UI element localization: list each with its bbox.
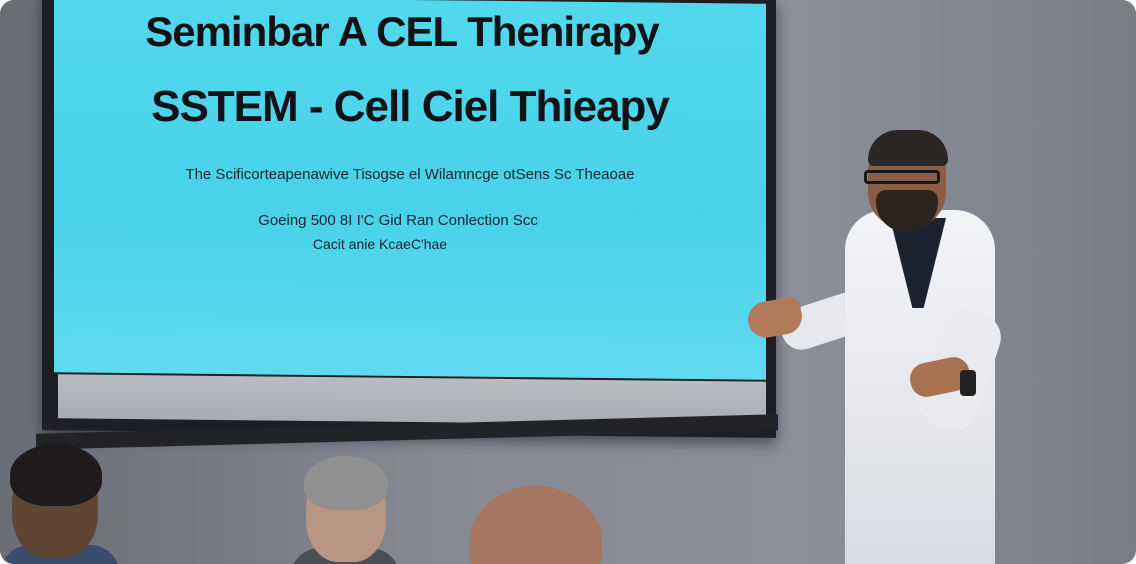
projection-screen [54,0,766,380]
slide-title: Seminbar A CEL Thenirapy [145,8,660,55]
slide-body-line: The Scificorteapenawive Tisogse el Wilam… [185,166,635,183]
slide-body-line: Goeing 500 8I I'C Gid Ran Conlection Scc [258,212,538,229]
presenter [740,130,1060,564]
audience-member-hair [304,456,388,510]
audience-member-hair [10,444,102,506]
slide-subtitle: SSTEM - Cell Ciel Thieapy [151,82,670,131]
wristwatch [960,370,976,396]
slide-body-line: Cacit anie KcaeC'hae [312,236,448,252]
presenter-hair [868,130,948,166]
glasses [864,170,940,184]
